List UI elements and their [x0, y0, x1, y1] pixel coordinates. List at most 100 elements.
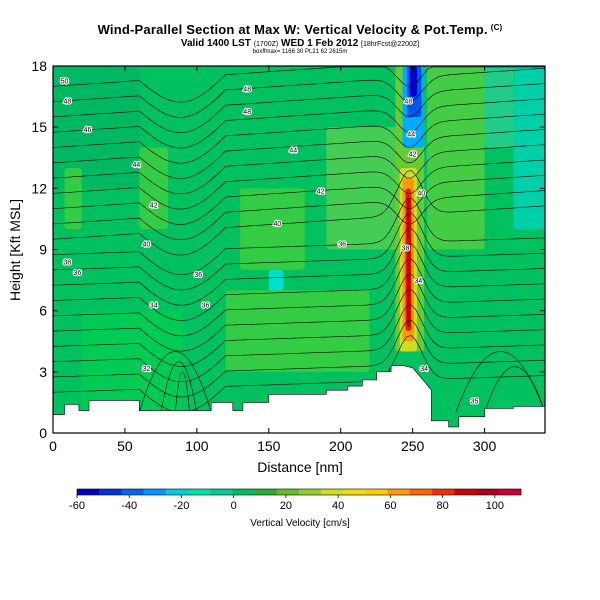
x-tick-label: 50: [117, 438, 133, 454]
chart-title-text: Wind-Parallel Section at Max W: Vertical…: [97, 22, 488, 37]
color-bar-tick-label: 100: [486, 500, 504, 512]
color-bar-frame: [76, 488, 522, 496]
contour-label: 36: [74, 270, 82, 277]
color-bar-segment: [365, 489, 389, 495]
color-bar-segment: [476, 489, 500, 495]
color-bar-segment: [454, 489, 477, 495]
color-bar-tick-label: -60: [69, 500, 85, 512]
color-bar: -60 -40 -20 0 20 40 60 80 100: [69, 488, 522, 512]
contour-label: 40: [143, 241, 151, 248]
color-bar-tick-label: 80: [437, 500, 449, 512]
contour-label: 50: [61, 78, 69, 85]
theta-contour: [53, 170, 545, 256]
y-tick-label: 18: [31, 58, 47, 74]
contour-label: 35: [471, 398, 479, 405]
contour-label: 48: [404, 99, 412, 106]
x-axis-title: Distance [nm]: [257, 459, 343, 475]
color-bar-segment: [387, 489, 411, 495]
color-bar-tick-label: 40: [332, 500, 344, 512]
color-bar-segment: [210, 489, 233, 495]
x-tick-label: 0: [49, 438, 57, 454]
color-bar-segment: [165, 489, 189, 495]
color-bar-segment: [432, 489, 455, 495]
contour-label: 48: [243, 86, 251, 93]
theta-contour: [53, 67, 545, 118]
contour-label: 34: [150, 303, 158, 310]
contour-label: 44: [407, 131, 415, 138]
color-bar-segment: [343, 489, 366, 495]
theta-contour: [53, 190, 545, 240]
contour-label: 36: [338, 241, 346, 248]
theta-contour: [53, 273, 545, 352]
valid-time-line: Valid 1400 LST (1700Z) WED 1 Feb 2012 [1…: [0, 38, 600, 49]
y-tick-label: 12: [31, 180, 47, 196]
theta-contour: [53, 144, 545, 195]
contour-label: 48: [243, 109, 251, 116]
theta-contour: [53, 98, 545, 149]
velocity-field: [53, 66, 545, 433]
contour-label: 44: [133, 162, 141, 169]
theta-contour: [53, 304, 545, 383]
field-patch: [139, 147, 169, 230]
contour-label: 34: [415, 278, 423, 285]
forecast-info: [18hrFcst@2200Z]: [361, 41, 420, 48]
theta-contour: [53, 113, 545, 164]
color-bar-segment: [188, 489, 211, 495]
contour-label: 44: [289, 148, 297, 155]
theta-contour: [53, 159, 545, 210]
copyright-mark: (C): [490, 23, 503, 32]
theta-contour: [53, 175, 545, 225]
y-tick-label: 3: [39, 364, 47, 380]
color-bar-segment: [410, 489, 433, 495]
x-tick-label: 250: [401, 438, 425, 454]
theta-contour: [53, 228, 545, 306]
contour-label: 36: [194, 272, 202, 279]
contour-label: 32: [143, 366, 151, 373]
y-axis-title: Height [Kft MSL]: [7, 199, 23, 301]
color-bar-segment: [254, 489, 278, 495]
y-tick-label: 9: [39, 242, 47, 258]
color-bar-segment: [276, 489, 300, 495]
theta-contour: [53, 243, 545, 321]
color-bar-segment: [498, 489, 522, 495]
x-tick-label: 300: [473, 438, 497, 454]
field-patch: [240, 188, 305, 270]
valid-day: WED 1 Feb 2012: [281, 38, 359, 49]
contour-label: 42: [317, 188, 325, 195]
theta-contour: [53, 197, 545, 276]
x-tick-label: 200: [329, 438, 353, 454]
x-tick-label: 150: [257, 438, 281, 454]
contour-label: 38: [63, 260, 71, 267]
color-bar-tick-label: -40: [121, 500, 137, 512]
theta-contour: [484, 366, 545, 413]
contour-label: 38: [402, 245, 410, 252]
theta-contour: [455, 351, 545, 413]
field-patch: [53, 66, 140, 189]
terrain: [53, 365, 545, 433]
theta-contour: [53, 212, 545, 291]
y-tick-label: 0: [39, 425, 47, 441]
color-bar-segment: [299, 489, 322, 495]
contour-label: 40: [417, 190, 425, 197]
y-tick-label: 6: [39, 303, 47, 319]
x-tick-label: 100: [185, 438, 209, 454]
y-tick-label: 15: [31, 119, 47, 135]
theta-contour: [53, 319, 545, 398]
theta-contour: [53, 83, 545, 133]
color-bar-segment: [121, 489, 144, 495]
color-bar-segment: [77, 489, 100, 495]
color-bar-segment: [143, 489, 167, 495]
contour-label: 46: [84, 127, 92, 134]
color-bar-title: Vertical Velocity [cm/s]: [250, 518, 350, 529]
theta-contour: [53, 289, 545, 367]
downdraft-core: [409, 66, 417, 97]
theta-contour: [139, 351, 212, 413]
field-patch: [513, 66, 545, 230]
valid-time: Valid 1400 LST: [180, 38, 251, 49]
color-bar-tick-label: 20: [280, 500, 292, 512]
valid-time-utc: (1700Z): [253, 41, 279, 48]
theta-contour: [53, 335, 545, 413]
